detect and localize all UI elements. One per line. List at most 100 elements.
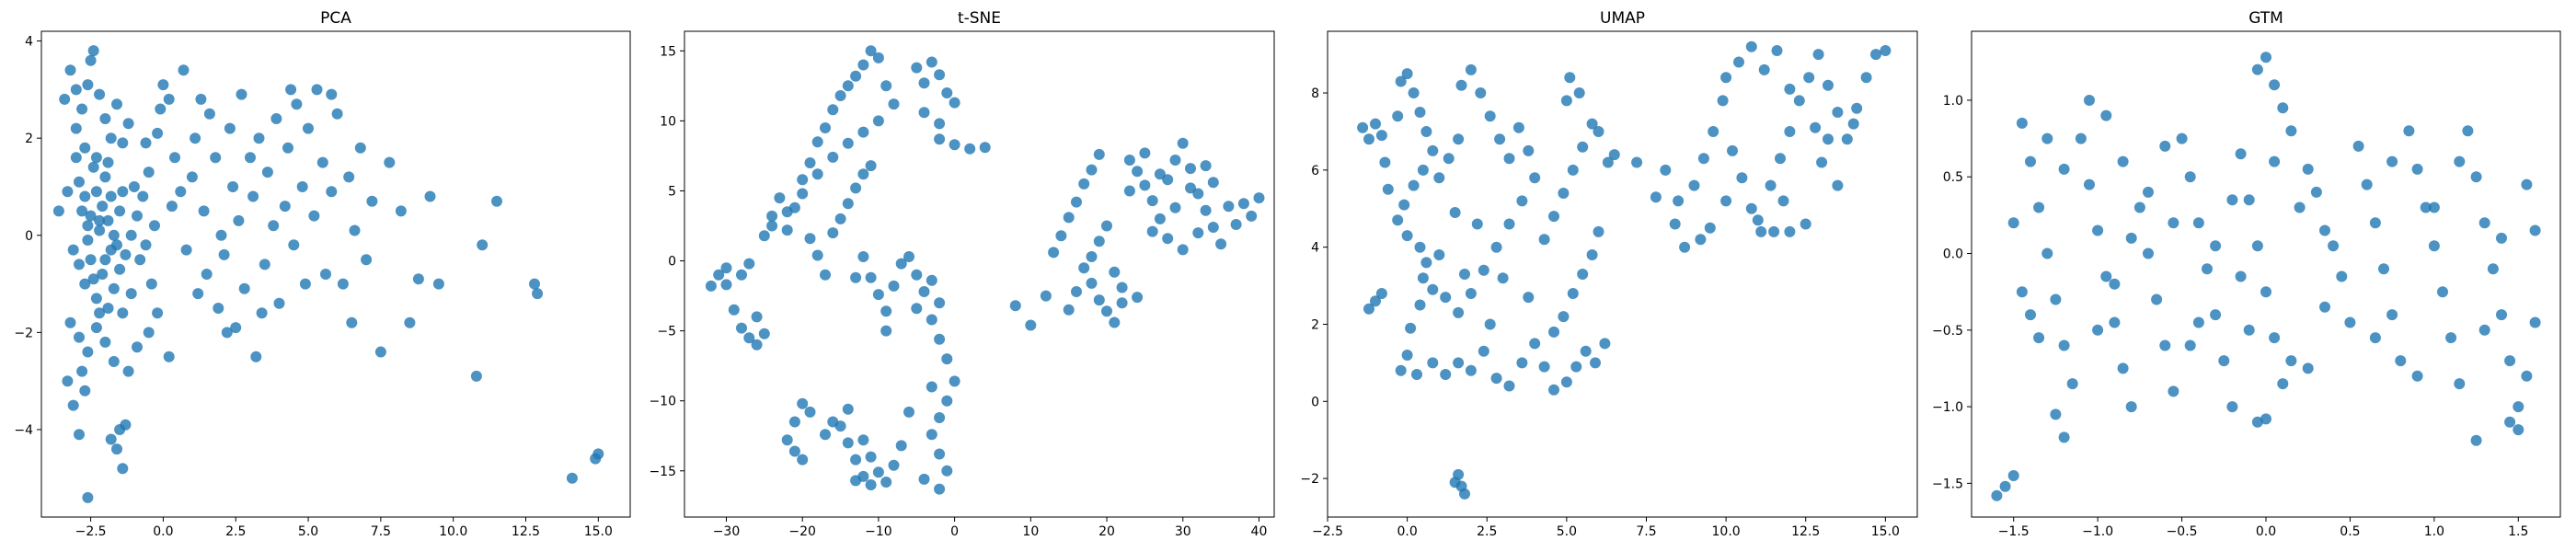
scatter-point	[1538, 361, 1550, 373]
scatter-point	[1777, 195, 1789, 207]
scatter-point	[857, 251, 869, 262]
scatter-point	[1529, 338, 1541, 350]
scatter-point	[1523, 144, 1535, 156]
scatter-point	[210, 152, 222, 164]
scatter-point	[2075, 132, 2087, 144]
scatter-point	[1417, 164, 1429, 176]
scatter-point	[85, 254, 97, 266]
scatter-point	[2269, 155, 2281, 167]
x-tick-label: 30	[1175, 524, 1191, 539]
x-tick-label: −1.0	[2082, 524, 2113, 539]
scatter-point	[880, 477, 892, 488]
scatter-point	[1841, 133, 1853, 145]
scatter-point	[2302, 163, 2314, 175]
scatter-point	[903, 406, 914, 418]
scatter-point	[1185, 182, 1196, 194]
x-tick-label: 5.0	[298, 524, 318, 539]
scatter-point	[926, 429, 937, 441]
scatter-point	[1414, 299, 1426, 311]
scatter-point	[2168, 385, 2179, 397]
scatter-point	[2143, 186, 2154, 198]
scatter-point	[2235, 270, 2247, 282]
scatter-point	[1440, 369, 1452, 380]
scatter-point	[1427, 283, 1439, 295]
scatter-point	[2470, 171, 2482, 183]
scatter-point	[108, 282, 120, 294]
scatter-point	[299, 278, 311, 290]
scatter-point	[2143, 247, 2154, 259]
scatter-point	[169, 152, 180, 164]
scatter-point	[120, 248, 132, 260]
scatter-point	[2487, 263, 2499, 275]
scatter-point	[2184, 339, 2196, 351]
scatter-point	[865, 479, 877, 490]
y-tick-label: 1.0	[1943, 94, 1963, 109]
scatter-point	[788, 445, 800, 457]
scatter-point	[218, 248, 230, 260]
subplot-tsne: t-SNE −30 −20 −10 0 10 20 30 40 −15 −10 −5 0 5 10 15	[649, 9, 1275, 539]
scatter-point	[331, 108, 343, 120]
scatter-point	[105, 190, 117, 202]
scatter-point	[872, 289, 884, 301]
scatter-point	[163, 351, 175, 362]
scatter-point	[1548, 384, 1559, 396]
scatter-point	[361, 254, 373, 266]
y-tick-label: 0	[668, 255, 676, 270]
scatter-point	[74, 176, 85, 188]
scatter-point	[1146, 225, 1158, 237]
scatter-point	[1246, 210, 1258, 222]
plot-area-frame	[1327, 30, 1918, 518]
scatter-point	[1548, 211, 1559, 223]
scatter-point	[215, 229, 227, 241]
scatter-point	[880, 305, 892, 317]
x-tick-label: 12.5	[512, 524, 540, 539]
y-tick-label: 4	[25, 35, 33, 50]
scatter-point	[1048, 247, 1060, 259]
scatter-point	[1408, 179, 1420, 191]
scatter-point	[926, 314, 937, 326]
scatter-point	[1417, 272, 1429, 284]
subplot-title: UMAP	[1600, 9, 1645, 28]
scatter-point	[192, 288, 204, 300]
x-tick-label: 10	[1022, 524, 1039, 539]
scatter-point	[911, 303, 923, 315]
scatter-point	[857, 434, 869, 446]
scatter-point	[2478, 324, 2490, 336]
scatter-point	[911, 269, 923, 281]
scatter-point	[1207, 177, 1219, 189]
scatter-point	[1433, 249, 1445, 260]
scatter-point	[1793, 95, 1805, 107]
scatter-point	[2369, 332, 2381, 344]
scatter-point	[74, 331, 85, 343]
scatter-point	[70, 84, 82, 96]
scatter-point	[2025, 155, 2036, 167]
x-tick-label: −30	[713, 524, 741, 539]
x-tick-label: 0.0	[2256, 524, 2276, 539]
scatter-point	[111, 443, 122, 455]
scatter-point	[529, 278, 540, 290]
scatter-point	[2454, 155, 2466, 167]
scatter-point	[1577, 141, 1589, 153]
scatter-point	[1408, 87, 1420, 98]
scatter-point	[2336, 270, 2348, 282]
scatter-point	[1453, 306, 1465, 318]
scatter-point	[2100, 109, 2112, 121]
scatter-point	[1812, 49, 1824, 61]
scatter-point	[720, 279, 732, 291]
scatter-point	[1497, 272, 1509, 284]
scatter-point	[198, 205, 210, 217]
scatter-point	[1139, 179, 1151, 191]
scatter-point	[1490, 241, 1502, 253]
scatter-point	[2285, 125, 2297, 137]
x-tick-label: 7.5	[1636, 524, 1656, 539]
scatter-point	[346, 316, 358, 328]
scatter-point	[82, 346, 94, 358]
scatter-point	[926, 56, 937, 68]
scatter-point	[2007, 217, 2019, 229]
scatter-point	[87, 161, 99, 173]
scatter-point	[1101, 220, 1112, 232]
scatter-point	[2117, 155, 2129, 167]
scatter-point	[166, 201, 178, 213]
scatter-point	[918, 473, 930, 485]
scatter-point	[2319, 301, 2330, 313]
